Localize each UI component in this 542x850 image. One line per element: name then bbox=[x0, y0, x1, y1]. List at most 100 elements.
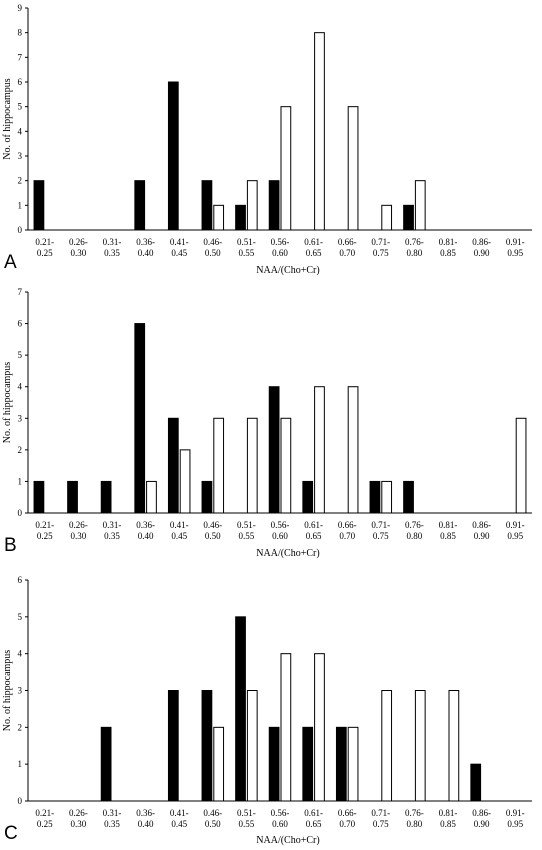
x-tick-label: 0.61-0.65 bbox=[304, 237, 323, 258]
x-tick-label: 0.66-0.70 bbox=[338, 520, 357, 541]
x-tick-label: 0.51-0.55 bbox=[237, 808, 256, 829]
chart-panel-b: 0 1 2 3 4 5 6 7 No. of hippocampus 0.21-0.25 0.26-… bbox=[2, 287, 532, 559]
y-tick-label: 4 bbox=[18, 649, 23, 659]
x-axis-title: NAA/(Cho+Cr) bbox=[256, 265, 319, 276]
x-tick-label: 0.46-0.50 bbox=[203, 520, 222, 541]
y-tick-label: 6 bbox=[18, 77, 23, 87]
bar-series-filled-10 bbox=[335, 726, 347, 802]
x-tick-label: 0.36-0.40 bbox=[136, 237, 155, 258]
bar-series-filled-7 bbox=[235, 204, 246, 231]
x-tick-label: 0.41-0.45 bbox=[170, 237, 189, 258]
x-tick-label: 0.76-0.80 bbox=[405, 520, 424, 541]
x-axis-title: NAA/(Cho+Cr) bbox=[256, 835, 319, 846]
x-tick-label: 0.26-0.30 bbox=[69, 520, 88, 541]
y-tick-label: 6 bbox=[18, 319, 23, 329]
panel-label: B bbox=[4, 535, 17, 556]
x-tick-label: 0.76-0.80 bbox=[405, 237, 424, 258]
bar-series-open-9 bbox=[314, 32, 325, 231]
chart-panel-c: 0 1 2 3 4 5 6 No. of hippocampus 0.21-0.25 0.26-0… bbox=[2, 575, 532, 846]
bar-series-filled-1 bbox=[33, 480, 45, 514]
x-tick-label: 0.56-0.60 bbox=[271, 520, 290, 541]
bar-series-open-9 bbox=[314, 386, 325, 514]
x-tick-label: 0.21-0.25 bbox=[35, 808, 54, 829]
x-tick-label: 0.71-0.75 bbox=[371, 808, 390, 829]
x-tick-label: 0.66-0.70 bbox=[338, 237, 357, 258]
bar-series-filled-9 bbox=[302, 480, 314, 514]
y-tick-label: 1 bbox=[18, 759, 23, 769]
bar-series-filled-1 bbox=[33, 180, 45, 231]
y-tick-label: 3 bbox=[18, 413, 23, 423]
bar-series-open-9 bbox=[314, 653, 325, 802]
y-tick-label: 0 bbox=[18, 796, 23, 806]
bar-series-filled-12 bbox=[403, 204, 414, 231]
bar-series-open-12 bbox=[414, 180, 426, 231]
bar-series-filled-3 bbox=[100, 480, 112, 514]
x-tick-label: 0.31-0.35 bbox=[103, 520, 122, 541]
bar-series-filled-8 bbox=[268, 726, 280, 802]
bar-series-open-10 bbox=[347, 106, 359, 231]
y-axis-title: No. of hippocampus bbox=[2, 362, 13, 443]
bar-series-filled-4 bbox=[134, 323, 146, 514]
bar-series-filled-12 bbox=[403, 480, 414, 514]
y-tick-label: 7 bbox=[18, 52, 23, 62]
y-tick-label: 8 bbox=[18, 28, 23, 38]
y-tick-label: 7 bbox=[18, 287, 23, 297]
bar-series-filled-8 bbox=[268, 180, 280, 231]
x-tick-label: 0.56-0.60 bbox=[271, 237, 290, 258]
x-tick-label: 0.86-0.90 bbox=[472, 237, 491, 258]
bar-series-filled-3 bbox=[100, 726, 112, 802]
bar-series-filled-5 bbox=[167, 417, 179, 514]
bar-series-open-11 bbox=[381, 480, 393, 514]
bar-series-open-13 bbox=[448, 690, 460, 802]
x-tick-label: 0.41-0.45 bbox=[170, 808, 189, 829]
y-tick-label: 5 bbox=[18, 102, 23, 112]
bar-series-filled-9 bbox=[302, 726, 314, 802]
bar-series-filled-14 bbox=[470, 763, 482, 802]
bar-series-open-8 bbox=[280, 653, 292, 802]
x-tick-label: 0.21-0.25 bbox=[35, 520, 54, 541]
x-tick-label: 0.71-0.75 bbox=[371, 237, 390, 258]
x-tick-label: 0.31-0.35 bbox=[103, 237, 122, 258]
x-tick-label: 0.91-0.95 bbox=[506, 237, 525, 258]
x-tick-label: 0.26-0.30 bbox=[69, 237, 88, 258]
y-tick-label: 1 bbox=[18, 200, 23, 210]
y-tick-label: 5 bbox=[18, 350, 23, 360]
x-tick-label: 0.36-0.40 bbox=[136, 520, 155, 541]
bar-series-open-4 bbox=[146, 480, 157, 514]
bar-series-open-7 bbox=[246, 417, 258, 514]
bar-series-open-10 bbox=[347, 386, 359, 514]
bar-series-filled-7 bbox=[235, 616, 246, 802]
x-tick-label: 0.36-0.40 bbox=[136, 808, 155, 829]
bar-series-open-10 bbox=[347, 726, 359, 802]
bar-series-filled-6 bbox=[201, 480, 213, 514]
x-tick-label: 0.51-0.55 bbox=[237, 520, 256, 541]
y-tick-label: 1 bbox=[18, 476, 23, 486]
bar-series-open-7 bbox=[246, 180, 258, 231]
bar-series-filled-5 bbox=[167, 690, 179, 802]
y-tick-label: 2 bbox=[18, 722, 23, 732]
bar-series-filled-4 bbox=[134, 180, 146, 231]
bar-series-open-8 bbox=[280, 106, 292, 231]
y-axis-title: No. of hippocampus bbox=[2, 78, 13, 159]
x-tick-label: 0.81-0.85 bbox=[439, 808, 458, 829]
y-tick-label: 0 bbox=[18, 508, 23, 518]
bar-series-filled-11 bbox=[369, 480, 381, 514]
bar-series-filled-8 bbox=[268, 386, 280, 514]
bar-series-open-11 bbox=[381, 204, 393, 231]
bar-series-open-15 bbox=[515, 417, 527, 514]
x-tick-label: 0.86-0.90 bbox=[472, 808, 491, 829]
y-tick-label: 6 bbox=[18, 575, 23, 585]
x-tick-label: 0.46-0.50 bbox=[203, 808, 222, 829]
x-tick-label: 0.71-0.75 bbox=[371, 520, 390, 541]
x-tick-label: 0.91-0.95 bbox=[506, 520, 525, 541]
y-tick-label: 2 bbox=[18, 176, 23, 186]
bar-series-open-12 bbox=[414, 690, 426, 802]
y-tick-label: 2 bbox=[18, 445, 23, 455]
x-tick-label: 0.86-0.90 bbox=[472, 520, 491, 541]
x-tick-label: 0.61-0.65 bbox=[304, 520, 323, 541]
x-tick-label: 0.51-0.55 bbox=[237, 237, 256, 258]
x-tick-label: 0.46-0.50 bbox=[203, 237, 222, 258]
bar-series-filled-5 bbox=[167, 81, 179, 231]
y-axis-title: No. of hippocampus bbox=[2, 650, 13, 731]
